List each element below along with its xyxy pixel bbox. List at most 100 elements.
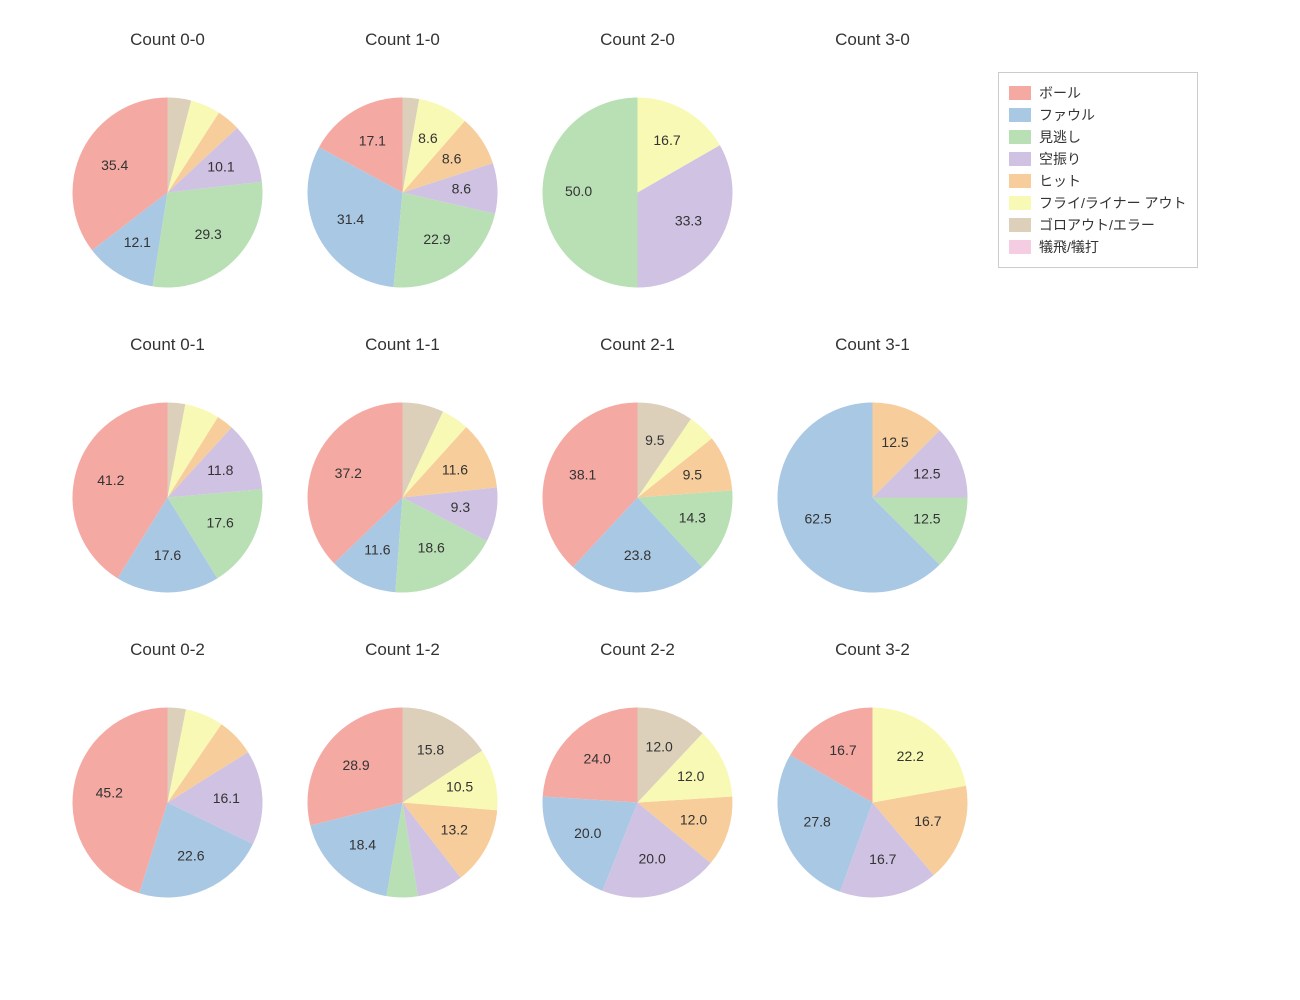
slice-label: 31.4: [337, 211, 364, 227]
pie-svg: 16.727.816.716.722.2: [755, 670, 990, 945]
slice-label: 12.1: [124, 234, 151, 250]
pie-title: Count 3-2: [755, 640, 990, 660]
legend-row: ヒット: [1009, 171, 1187, 191]
chart-grid: Count 0-0 35.4 12.1 29.3 10.1 Count 1-0 17.1 31…: [0, 0, 1300, 1000]
slice-label: 10.5: [446, 779, 473, 795]
pie-title: Count 1-2: [285, 640, 520, 660]
legend-row: ファウル: [1009, 105, 1187, 125]
pie-cell: Count 3-216.727.816.716.722.2: [755, 640, 990, 945]
pie-title: Count 2-0: [520, 30, 755, 50]
pie-svg: 45.222.616.1: [50, 670, 285, 945]
pie-svg: 37.2 11.6 18.6 9.3 11.6: [285, 365, 520, 640]
pie-title: Count 0-2: [50, 640, 285, 660]
slice-label: 62.5: [804, 511, 831, 527]
legend-row: 犠飛/犠打: [1009, 237, 1187, 257]
pie-title: Count 3-1: [755, 335, 990, 355]
pie-svg: 17.131.422.98.68.68.6: [285, 60, 520, 335]
pie-title: Count 2-2: [520, 640, 755, 660]
pie-svg: 24.020.020.012.012.012.0: [520, 670, 755, 945]
slice-label: 18.4: [349, 836, 376, 852]
slice-label: 8.6: [442, 151, 462, 167]
pie-title: Count 3-0: [755, 30, 990, 50]
pie-title: Count 1-1: [285, 335, 520, 355]
legend-label: ヒット: [1039, 171, 1081, 191]
slice-label: 18.6: [418, 540, 445, 556]
legend-swatch: [1009, 196, 1031, 210]
pie-cell: Count 2-224.020.020.012.012.012.0: [520, 640, 755, 945]
pie-svg: 28.918.413.210.515.8: [285, 670, 520, 945]
slice-label: 12.0: [677, 768, 704, 784]
legend-label: 犠飛/犠打: [1039, 237, 1099, 257]
slice-label: 27.8: [804, 813, 831, 829]
legend-swatch: [1009, 86, 1031, 100]
pie-svg: 38.1 23.8 14.3 9.5 9.5: [520, 365, 755, 640]
slice-label: 13.2: [441, 821, 468, 837]
pie-cell: Count 3-162.512.512.512.5: [755, 335, 990, 640]
legend-label: ボール: [1039, 83, 1081, 103]
slice-label: 50.0: [565, 183, 592, 199]
pie-title: Count 2-1: [520, 335, 755, 355]
slice-label: 41.2: [97, 472, 124, 488]
slice-label: 17.1: [359, 133, 386, 149]
slice-label: 15.8: [417, 741, 444, 757]
pie-cell: Count 0-0 35.4 12.1 29.3 10.1: [50, 30, 285, 335]
slice-label: 17.6: [207, 515, 234, 531]
legend-label: 見逃し: [1039, 127, 1081, 147]
legend: ボールファウル見逃し空振りヒットフライ/ライナー アウトゴロアウト/エラー犠飛/…: [998, 72, 1198, 268]
pie-svg: 35.4 12.1 29.3 10.1: [50, 60, 285, 335]
pie-cell: Count 3-0: [755, 30, 990, 335]
legend-label: ゴロアウト/エラー: [1039, 215, 1155, 235]
slice-label: 16.7: [869, 851, 896, 867]
legend-swatch: [1009, 130, 1031, 144]
slice-label: 8.6: [418, 130, 438, 146]
slice-label: 22.6: [177, 847, 204, 863]
legend-label: ファウル: [1039, 105, 1095, 125]
slice-label: 22.2: [897, 748, 924, 764]
slice-label: 12.5: [913, 466, 940, 482]
legend-row: 空振り: [1009, 149, 1187, 169]
pie-svg: 62.512.512.512.5: [755, 365, 990, 640]
slice-label: 37.2: [335, 465, 362, 481]
slice-label: 20.0: [574, 825, 601, 841]
legend-label: フライ/ライナー アウト: [1039, 193, 1187, 213]
slice-label: 24.0: [584, 750, 611, 766]
slice-label: 38.1: [569, 467, 596, 483]
slice-label: 23.8: [624, 547, 651, 563]
slice-label: 9.5: [645, 432, 665, 448]
slice-label: 29.3: [195, 226, 222, 242]
pie-title: Count 1-0: [285, 30, 520, 50]
slice-label: 11.6: [442, 461, 468, 477]
slice-label: 14.3: [679, 510, 706, 526]
slice-label: 11.8: [207, 462, 233, 478]
legend-row: 見逃し: [1009, 127, 1187, 147]
pie-title: Count 0-1: [50, 335, 285, 355]
legend-label: 空振り: [1039, 149, 1081, 169]
pie-cell: Count 2-0 50.033.316.7: [520, 30, 755, 335]
slice-label: 16.7: [829, 742, 856, 758]
slice-label: 10.1: [207, 159, 234, 175]
pie-title: Count 0-0: [50, 30, 285, 50]
slice-label: 12.0: [680, 811, 707, 827]
slice-label: 16.1: [213, 790, 240, 806]
slice-label: 11.6: [364, 541, 390, 557]
legend-swatch: [1009, 108, 1031, 122]
pie-cell: Count 1-1 37.2 11.6 18.6 9.3 11.6: [285, 335, 520, 640]
slice-label: 20.0: [639, 850, 666, 866]
slice-label: 12.5: [881, 434, 908, 450]
pie-cell: Count 0-245.222.616.1: [50, 640, 285, 945]
pie-svg: 50.033.316.7: [520, 60, 755, 335]
slice-label: 8.6: [452, 181, 472, 197]
legend-row: ボール: [1009, 83, 1187, 103]
slice-label: 9.3: [451, 499, 471, 515]
slice-label: 22.9: [423, 231, 450, 247]
legend-swatch: [1009, 174, 1031, 188]
legend-row: フライ/ライナー アウト: [1009, 193, 1187, 213]
slice-label: 9.5: [683, 467, 703, 483]
pie-cell: Count 1-017.131.422.98.68.68.6: [285, 30, 520, 335]
legend-swatch: [1009, 218, 1031, 232]
pie-cell: Count 0-1 41.2 17.6 17.6 11.8: [50, 335, 285, 640]
legend-row: ゴロアウト/エラー: [1009, 215, 1187, 235]
slice-label: 17.6: [154, 547, 181, 563]
slice-label: 35.4: [101, 157, 128, 173]
pie-cell: Count 2-1 38.1 23.8 14.3 9.5 9.5: [520, 335, 755, 640]
